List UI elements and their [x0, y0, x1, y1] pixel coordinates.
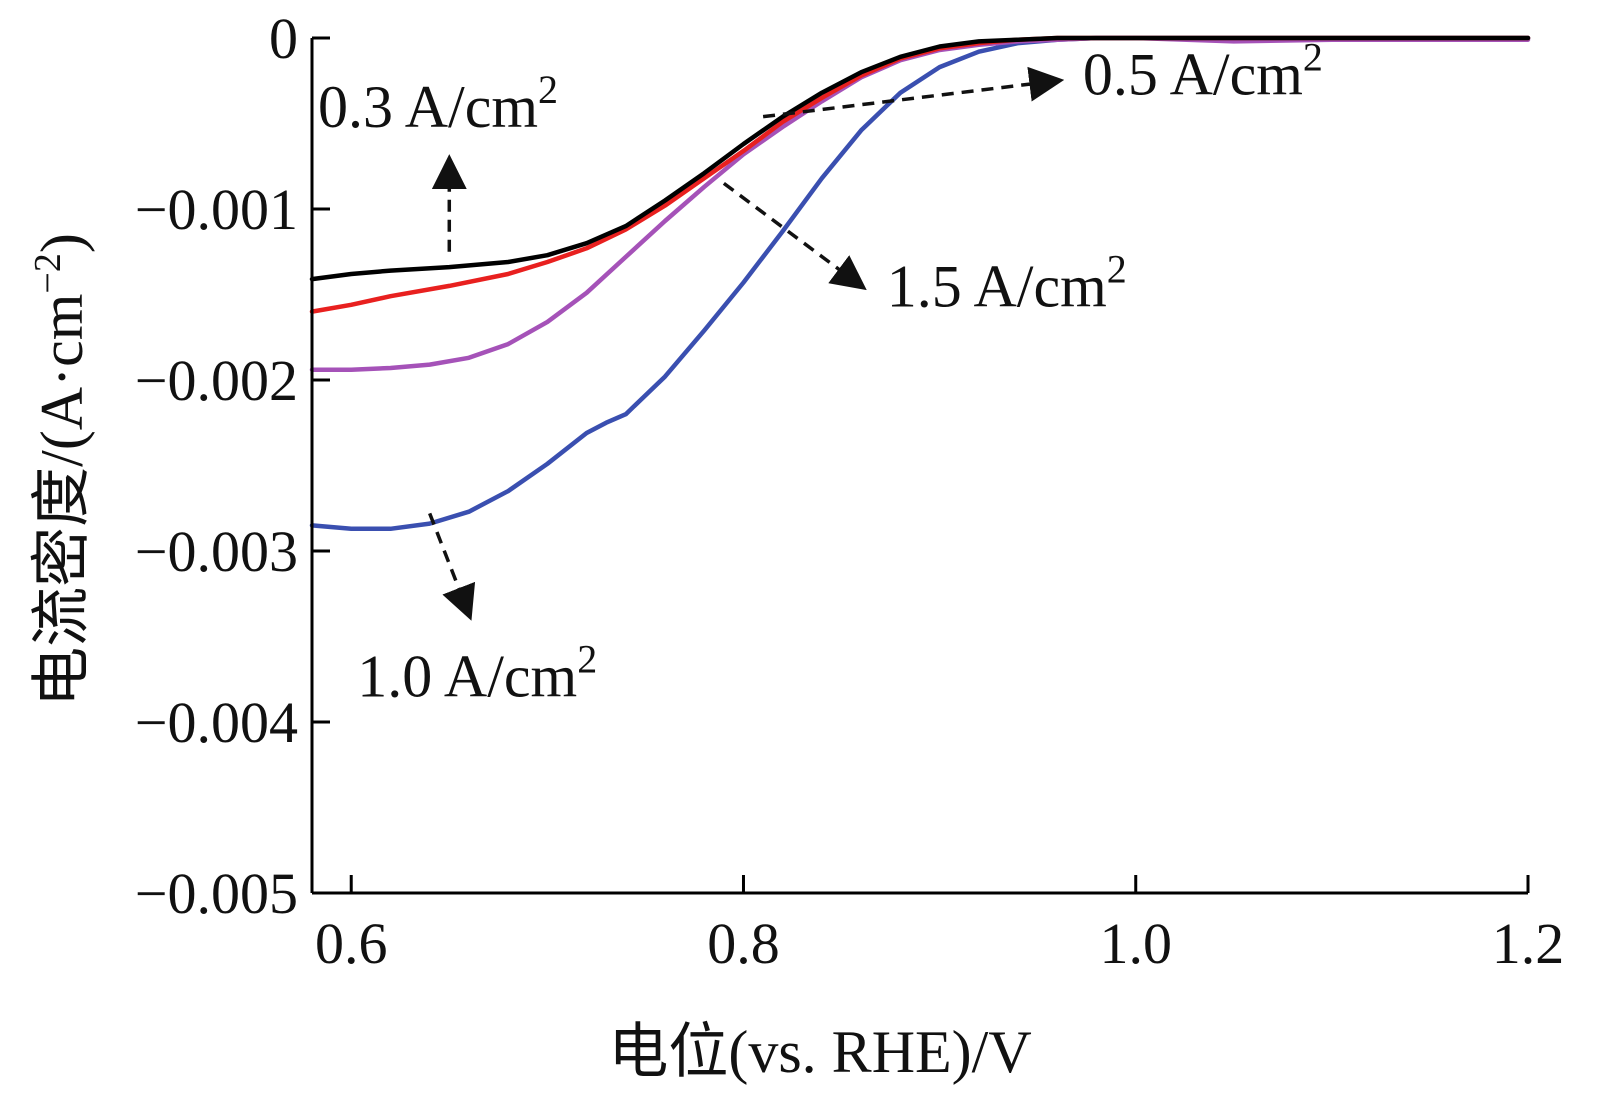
annotation-arrow	[722, 181, 867, 291]
y-tick-label: 0	[269, 6, 298, 71]
axes-layer: 0 −0.001 −0.002 −0.003 −0.004 −0.005 0.6 0.8 1.0…	[27, 6, 1564, 1085]
annotation-label: 1.5 A/cm2	[887, 246, 1127, 319]
series-line-0	[309, 35, 1531, 282]
annotation-label: 0.3 A/cm2	[318, 67, 558, 140]
annotation-arrow	[762, 66, 1065, 119]
series-layer	[309, 35, 1531, 532]
y-axis-title-close: )	[29, 233, 95, 253]
y-tick-label: −0.003	[135, 519, 298, 584]
y-axis-title-sup: −2	[27, 253, 69, 293]
y-axis-title: 电流密度/(A·cm−2)	[27, 233, 95, 707]
y-tick-label: −0.004	[135, 690, 298, 755]
annotation-arrow	[428, 512, 476, 621]
annotation-sup: 2	[1303, 34, 1323, 79]
y-axis-title-main: 电流密度/(A·cm	[29, 294, 95, 707]
annotation-text: 1.5 A/cm	[887, 253, 1107, 319]
x-tick-label: 1.2	[1492, 911, 1565, 976]
annotation-text: 1.0 A/cm	[357, 643, 577, 709]
x-tick-label: 0.6	[315, 911, 388, 976]
y-tick-label: −0.002	[135, 348, 298, 413]
y-tick-label: −0.005	[135, 861, 298, 926]
annotation-sup: 2	[1107, 246, 1127, 291]
annotation-label: 0.5 A/cm2	[1083, 34, 1323, 107]
x-axis-title: 电位(vs. RHE)/V	[608, 1019, 1031, 1085]
x-tick-label: 1.0	[1099, 911, 1172, 976]
annotation-text: 0.5 A/cm	[1083, 41, 1303, 107]
x-tick-label: 0.8	[707, 911, 780, 976]
annotation-sup: 2	[577, 636, 597, 681]
annotation-label: 1.0 A/cm2	[357, 636, 597, 709]
annotation-text: 0.3 A/cm	[318, 74, 538, 140]
y-tick-label: −0.001	[135, 177, 298, 242]
annotation-sup: 2	[538, 67, 558, 112]
